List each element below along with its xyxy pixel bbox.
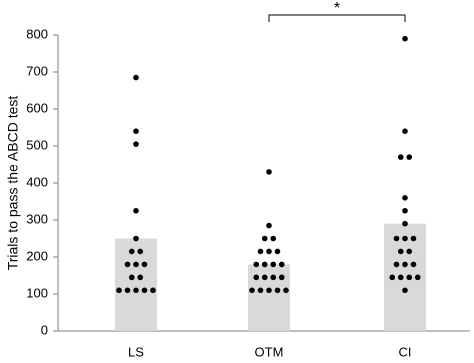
data-point: [124, 287, 131, 294]
y-tick-label: 400: [26, 174, 48, 189]
data-point: [133, 141, 139, 147]
data-point: [266, 169, 272, 175]
x-tick-label: LS: [128, 344, 144, 359]
y-tick-label: 500: [26, 137, 48, 152]
data-point: [133, 261, 139, 268]
data-point: [278, 274, 285, 281]
data-point: [133, 74, 139, 81]
data-point: [402, 261, 408, 268]
data-point: [266, 248, 272, 255]
data-point: [402, 235, 408, 242]
y-tick-label: 300: [26, 211, 48, 226]
data-point: [283, 287, 289, 294]
data-point: [257, 287, 264, 294]
x-tick-label: CI: [399, 344, 412, 359]
data-point: [397, 248, 404, 255]
data-point: [393, 261, 400, 268]
bar: [115, 238, 157, 331]
significance-bracket: [268, 14, 406, 22]
data-point: [137, 248, 144, 255]
data-point: [133, 128, 139, 134]
data-point: [133, 207, 139, 214]
data-point: [124, 261, 131, 268]
data-point: [133, 287, 139, 294]
significance-label: *: [334, 0, 340, 17]
data-point: [402, 195, 408, 201]
data-point: [406, 274, 413, 281]
data-point: [261, 235, 268, 242]
data-point: [266, 222, 272, 229]
data-point: [397, 154, 404, 160]
data-point: [270, 274, 277, 281]
data-point: [266, 287, 272, 294]
y-tick-label: 700: [26, 63, 48, 78]
data-point: [274, 287, 281, 294]
data-point: [393, 235, 400, 242]
x-tick-label: OTM: [255, 344, 284, 359]
data-point: [141, 261, 148, 268]
data-point: [402, 207, 408, 214]
y-axis-label: Trials to pass the ABCD test: [5, 96, 21, 271]
data-point: [133, 235, 139, 242]
data-point: [402, 35, 408, 42]
data-point: [261, 274, 268, 281]
data-point: [402, 287, 408, 294]
data-point: [402, 128, 408, 134]
data-point: [150, 287, 156, 294]
data-point: [141, 287, 148, 294]
data-point: [270, 235, 277, 242]
data-point: [406, 248, 413, 255]
data-point: [274, 248, 281, 255]
data-point: [257, 248, 264, 255]
y-tick-label: 800: [26, 26, 48, 41]
data-point: [406, 154, 413, 160]
data-point: [261, 261, 268, 268]
data-point: [397, 274, 404, 281]
y-tick-label: 100: [26, 285, 48, 300]
data-point: [414, 274, 421, 281]
data-point: [137, 274, 144, 281]
y-tick-label: 200: [26, 248, 48, 263]
data-point: [253, 274, 260, 281]
data-point: [278, 261, 285, 268]
data-point: [249, 287, 255, 294]
data-point: [410, 235, 417, 242]
data-point: [128, 274, 135, 281]
bar: [248, 264, 290, 331]
data-point: [270, 261, 277, 268]
y-tick-label: 0: [41, 322, 48, 337]
data-point: [116, 287, 122, 294]
data-point: [410, 261, 417, 268]
data-point: [128, 248, 135, 255]
data-point: [402, 220, 408, 227]
data-point: [253, 261, 260, 268]
data-point: [389, 274, 396, 281]
y-tick-label: 600: [26, 100, 48, 115]
